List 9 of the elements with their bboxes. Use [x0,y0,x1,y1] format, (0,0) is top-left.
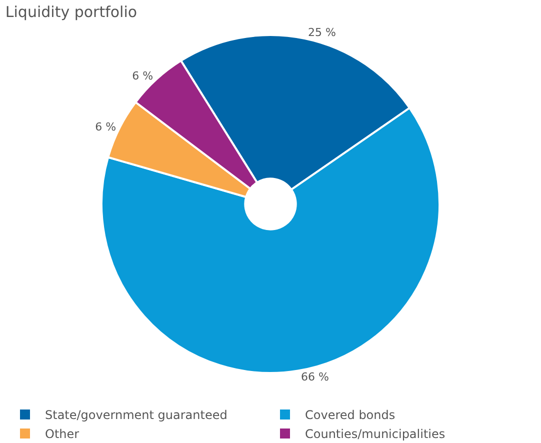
data-label: 25 % [308,26,336,39]
data-label: 6 % [95,120,116,134]
legend-label: Other [45,427,80,442]
chart-title: Liquidity portfolio [5,3,138,22]
data-label: 6 % [132,69,154,82]
legend-label: State/government guaranteed [45,408,228,422]
legend-label: Counties/municipalities [305,427,446,442]
legend-label: Covered bonds [305,408,396,422]
data-label: 66 % [301,370,329,384]
